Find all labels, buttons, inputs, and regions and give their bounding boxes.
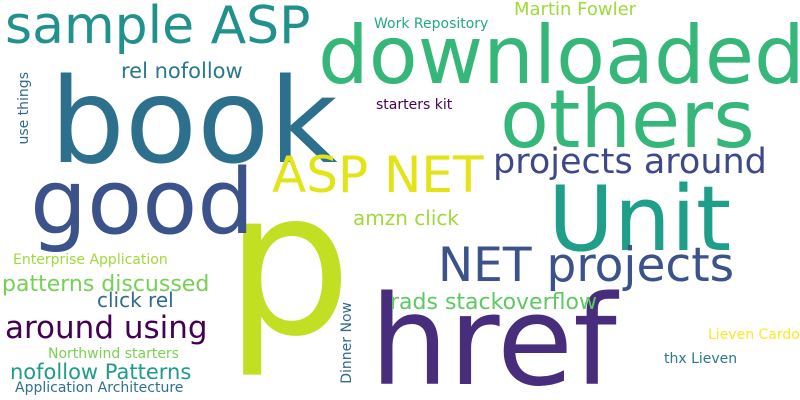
- word-unit: Unit: [548, 167, 732, 272]
- word-northwind-starters: Northwind starters: [48, 346, 179, 362]
- word-enterprise-application: Enterprise Application: [13, 252, 168, 268]
- word-work-repository: Work Repository: [374, 16, 489, 32]
- word-patterns-discussed: patterns discussed: [2, 272, 210, 297]
- word-downloaded: downloaded: [318, 9, 800, 102]
- word-net-projects: NET projects: [438, 238, 735, 293]
- word-nofollow-patterns: nofollow Patterns: [10, 360, 192, 384]
- word-amzn-click: amzn click: [353, 206, 459, 230]
- word-starters-kit: starters kit: [376, 97, 453, 113]
- word-rads-stackoverflow: rads stackoverflow: [390, 290, 597, 315]
- word-sample-asp: sample ASP: [5, 0, 311, 56]
- word-martin-fowler: Martin Fowler: [514, 0, 637, 20]
- word-others: others: [500, 73, 755, 166]
- word-href: href: [370, 270, 617, 400]
- word-asp-net: ASP NET: [272, 146, 484, 204]
- word-p: p: [225, 148, 352, 381]
- word-projects-around: projects around: [493, 142, 767, 182]
- word-lieven-cardoen: use things: [16, 72, 32, 145]
- word-click-rel: click rel: [97, 288, 174, 312]
- word-around-using: around using: [5, 310, 208, 346]
- word-use-things: Lieven Cardoen: [708, 327, 800, 343]
- word-dinner-now: thx Lieven: [664, 351, 738, 367]
- word-thx-lieven: Dinner Now: [339, 302, 355, 384]
- word-application-architecture: Application Architecture: [15, 380, 184, 396]
- word-rel-nofollow: rel nofollow: [121, 59, 243, 83]
- word-good: good: [30, 150, 255, 255]
- word-book: book: [50, 52, 338, 190]
